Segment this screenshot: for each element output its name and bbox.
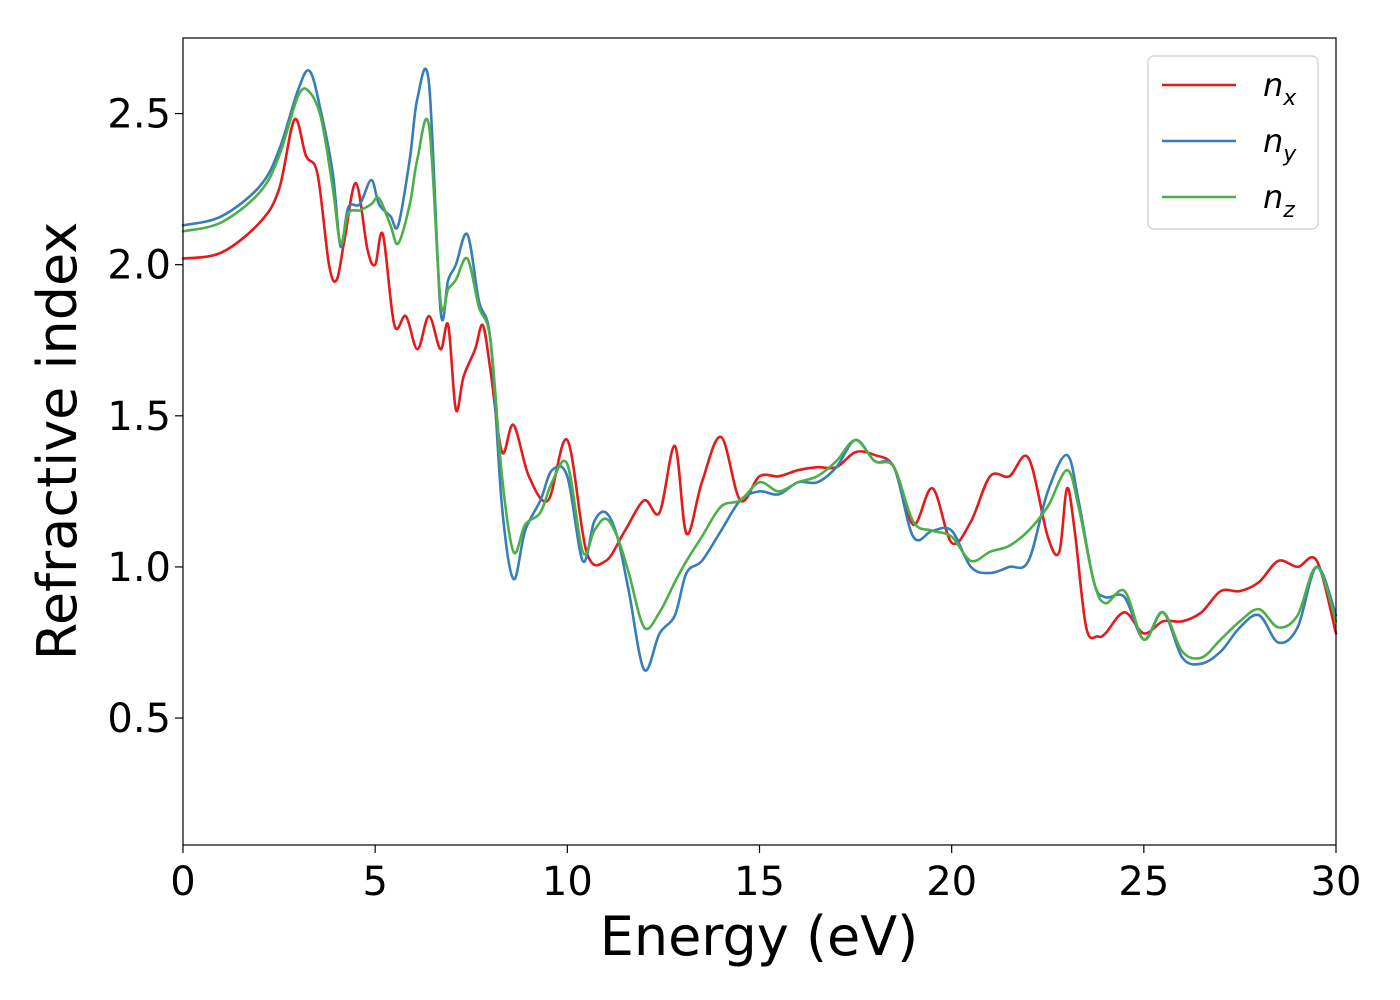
- x-tick-label: 30: [1311, 859, 1362, 905]
- y-tick-label: 1.0: [107, 545, 171, 591]
- x-axis-title: Energy (eV): [600, 905, 919, 968]
- y-tick-label: 0.5: [107, 696, 171, 742]
- series-line-nx: [181, 117, 1338, 640]
- y-tick-label: 2.5: [107, 92, 171, 138]
- x-tick-label: 10: [542, 859, 593, 905]
- legend-label-ny: ny: [1263, 122, 1297, 167]
- y-axis: 0.5 1.0 1.5 2.0 2.5: [107, 92, 183, 742]
- legend-label-nx: nx: [1263, 66, 1297, 111]
- x-axis: 0 5 10 15 20 25 30: [170, 845, 1361, 905]
- x-tick-label: 15: [734, 859, 785, 905]
- x-tick-label: 0: [170, 859, 195, 905]
- x-tick-label: 20: [926, 859, 977, 905]
- x-tick-label: 5: [362, 859, 387, 905]
- x-tick-label: 25: [1118, 859, 1169, 905]
- y-tick-label: 1.5: [107, 394, 171, 440]
- series-line-nz: [181, 87, 1338, 660]
- legend-label-nz: nz: [1263, 178, 1295, 223]
- plot-lines: [181, 67, 1338, 672]
- legend-box: [1147, 55, 1319, 230]
- y-axis-title: Refractive index: [26, 222, 89, 661]
- legend: nx ny nz: [1147, 55, 1319, 230]
- y-tick-label: 2.0: [107, 243, 171, 289]
